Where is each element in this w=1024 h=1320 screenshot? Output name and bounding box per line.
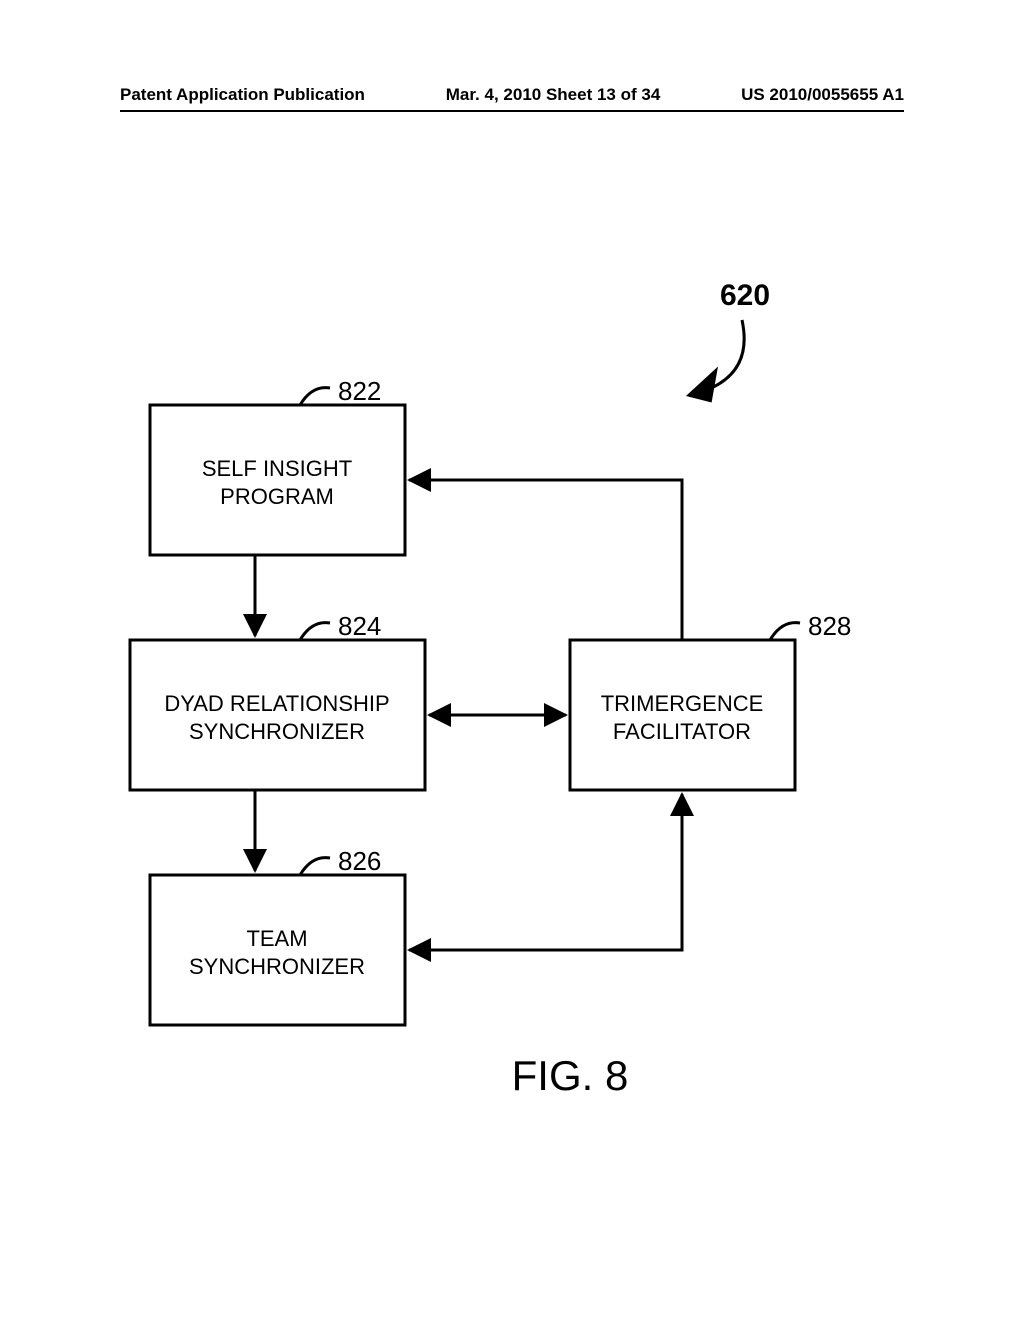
lead-828: [770, 623, 800, 640]
node-822: SELF INSIGHT PROGRAM 822: [150, 376, 405, 555]
pointer-arc: [690, 320, 744, 395]
figure-pointer-620: 620: [690, 279, 770, 400]
node-828: TRIMERGENCE FACILITATOR 828: [570, 611, 851, 790]
node-824-line1: DYAD RELATIONSHIP: [164, 691, 389, 716]
page: Patent Application Publication Mar. 4, 2…: [0, 0, 1024, 1320]
node-824-line2: SYNCHRONIZER: [189, 719, 365, 744]
ref-620-label: 620: [720, 279, 770, 312]
lead-824: [300, 623, 330, 640]
node-826-line1: TEAM: [246, 926, 307, 951]
lead-822: [300, 388, 330, 405]
ref-822-label: 822: [338, 376, 381, 406]
node-822-line1: SELF INSIGHT: [202, 456, 352, 481]
ref-826-label: 826: [338, 846, 381, 876]
node-824: DYAD RELATIONSHIP SYNCHRONIZER 824: [130, 611, 425, 790]
diagram-svg: 620 SELF INSIGHT PROGRAM 822 DYAD RELATI…: [0, 0, 1024, 1320]
node-828-line1: TRIMERGENCE: [601, 691, 764, 716]
ref-828-label: 828: [808, 611, 851, 641]
figure-caption: FIG. 8: [512, 1052, 629, 1099]
ref-824-label: 824: [338, 611, 381, 641]
node-828-line2: FACILITATOR: [613, 719, 751, 744]
edge-828-822: [409, 480, 682, 640]
node-826-line2: SYNCHRONIZER: [189, 954, 365, 979]
edge-828-826: [409, 794, 682, 950]
node-822-line2: PROGRAM: [220, 484, 334, 509]
pointer-arrowhead: [690, 372, 715, 400]
lead-826: [300, 858, 330, 875]
node-826: TEAM SYNCHRONIZER 826: [150, 846, 405, 1025]
